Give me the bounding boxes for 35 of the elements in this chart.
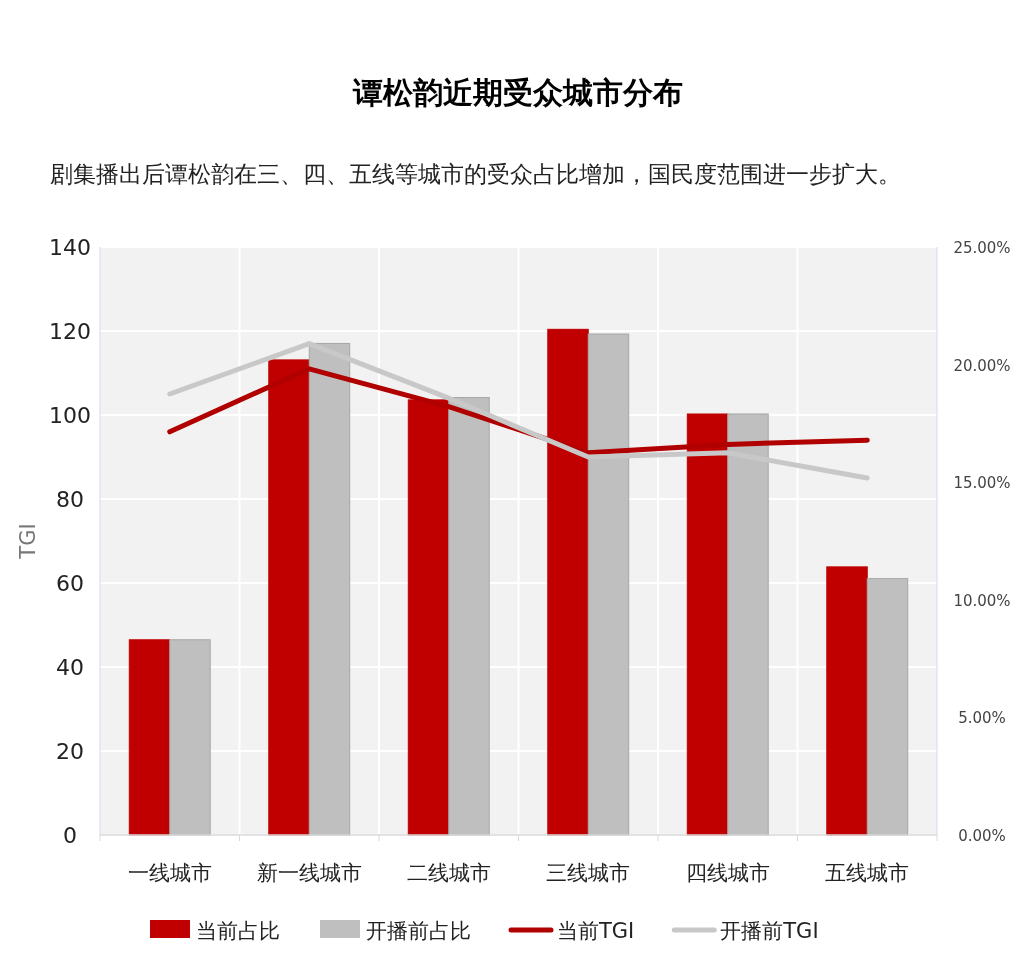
y2-tick-label: 20.00% (953, 356, 1011, 375)
legend-label: 开播前TGI (720, 919, 819, 943)
x-tick-label: 四线城市 (685, 861, 770, 885)
bar (407, 399, 450, 836)
bar (268, 359, 310, 836)
legend-label: 开播前占比 (366, 919, 471, 943)
y-tick-label: 140 (49, 235, 91, 260)
y-tick-label: 40 (56, 655, 84, 680)
y-tick-label: 0 (63, 823, 77, 848)
chart-title: 谭松韵近期受众城市分布 (351, 75, 683, 110)
y2-tick-label: 15.00% (953, 474, 1011, 493)
y2-tick-label: 25.00% (953, 239, 1011, 257)
y2-tick-label: 0.00% (958, 827, 1006, 845)
y-tick-label: 80 (56, 487, 84, 512)
bar (826, 566, 868, 836)
legend-label: 当前占比 (196, 919, 280, 943)
y-axis-title: TGI (16, 523, 40, 560)
bar (686, 413, 729, 836)
y-tick-label: 20 (56, 739, 84, 764)
y-tick-label: 120 (49, 319, 91, 344)
bar (128, 639, 171, 836)
x-tick-label: 五线城市 (825, 861, 910, 885)
x-tick-label: 二线城市 (406, 861, 491, 885)
bar (169, 639, 211, 836)
y2-tick-label: 10.00% (953, 591, 1011, 610)
bar (866, 578, 909, 836)
chart-subtitle: 剧集播出后谭松韵在三、四、五线等城市的受众占比增加，国民度范围进一步扩大。 (50, 160, 902, 189)
y-tick-label: 60 (56, 571, 84, 596)
bar (547, 328, 589, 836)
y2-tick-label: 5.00% (958, 709, 1006, 728)
y-tick-label: 100 (49, 403, 91, 428)
x-tick-label: 三线城市 (546, 861, 631, 885)
x-tick-label: 一线城市 (127, 861, 212, 885)
legend-label: 当前TGI (557, 919, 635, 943)
x-tick-label: 新一线城市 (256, 861, 362, 885)
